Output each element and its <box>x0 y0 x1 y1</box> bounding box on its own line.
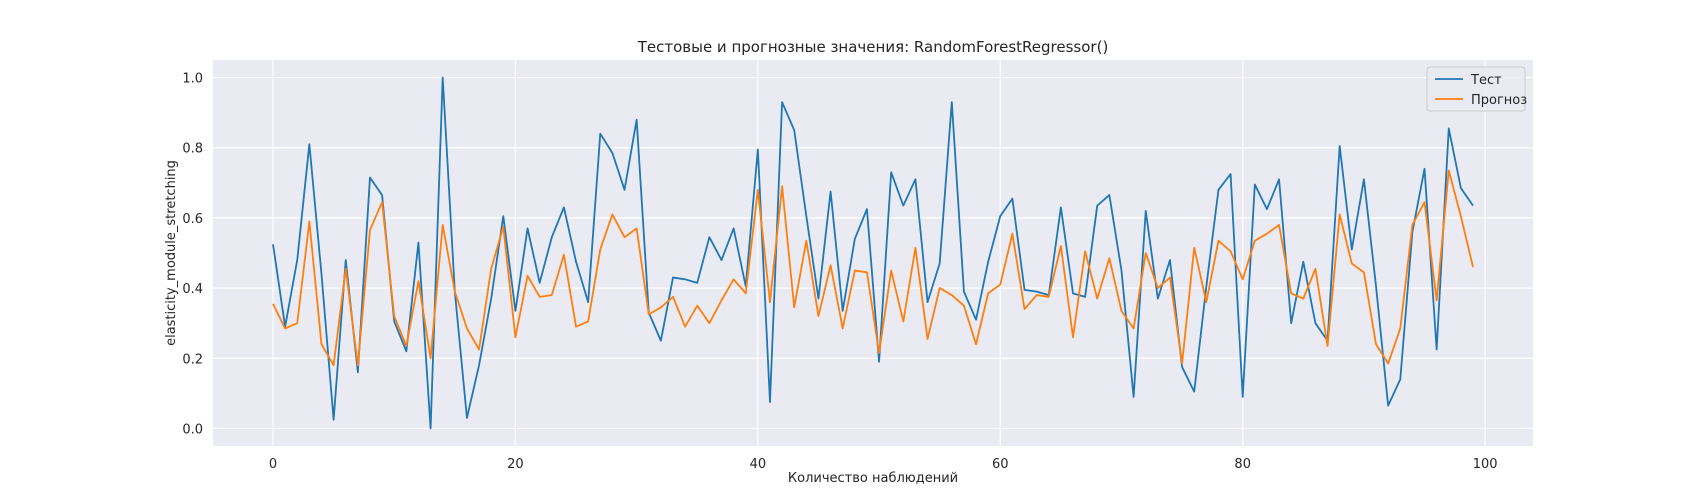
legend: Тест Прогноз <box>1426 66 1527 112</box>
y-tick-label: 0.2 <box>182 352 203 367</box>
x-tick-label: 100 <box>1473 457 1498 472</box>
series-line-test <box>272 76 1474 430</box>
x-axis-ticks: 0 20 40 60 80 100 <box>269 457 1498 472</box>
y-tick-label: 0.6 <box>182 212 203 227</box>
series-layer <box>272 76 1474 430</box>
y-tick-label: 0.8 <box>182 142 203 157</box>
legend-label: Прогноз <box>1471 93 1527 108</box>
legend-label: Тест <box>1470 73 1502 88</box>
series-line-forecast <box>272 169 1474 367</box>
x-tick-label: 80 <box>1234 457 1251 472</box>
legend-box <box>1426 66 1526 112</box>
y-tick-label: 1.0 <box>182 72 203 87</box>
chart-title: Тестовые и прогнозные значения: RandomFo… <box>637 38 1109 56</box>
plot-area <box>213 60 1533 446</box>
x-tick-label: 20 <box>507 457 524 472</box>
x-tick-label: 60 <box>992 457 1009 472</box>
x-axis-label: Количество наблюдений <box>788 471 958 486</box>
y-axis-ticks: 0.0 0.2 0.4 0.6 0.8 1.0 <box>182 72 203 438</box>
x-tick-label: 40 <box>750 457 767 472</box>
y-axis-label: elasticity_module_stretching <box>164 160 179 346</box>
y-tick-label: 0.0 <box>182 422 203 437</box>
y-tick-label: 0.4 <box>182 282 203 297</box>
x-tick-label: 0 <box>269 457 277 472</box>
